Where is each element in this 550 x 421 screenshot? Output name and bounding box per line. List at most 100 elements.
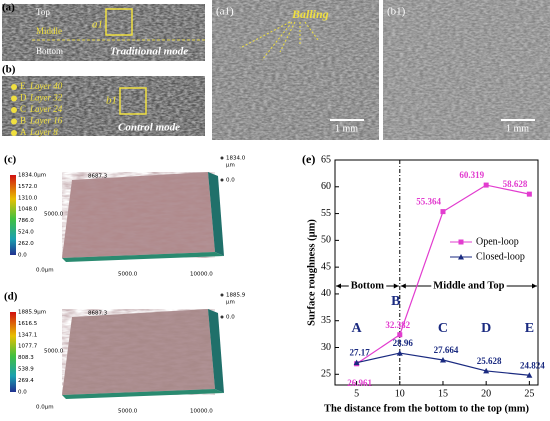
colorbar-label: 0.0 [18,389,27,395]
label: 0.0 [226,178,235,184]
point [396,350,403,356]
label: 0.0μm [36,268,54,274]
label: 5000.0 [44,212,64,218]
label: 8687.3 [88,311,108,317]
label: b1 [106,95,117,107]
label: 5000.0 [44,349,64,355]
colorbar-label: 0.0 [18,252,27,258]
panel-label: (a1) [216,6,234,18]
value-label: 24.824 [520,360,545,370]
label: C [20,104,26,114]
y-axis-label: Surface roughness (μm) [306,219,317,326]
balling-pointers [239,21,319,61]
x-tick-label: 15 [438,388,448,399]
colorbar-label: 1834.0μm [18,173,46,179]
surface-d [10,309,224,399]
value-label: 32.382 [385,320,410,330]
legend-label: Open-loop [476,236,519,247]
y-tick-label: 40 [321,288,331,299]
colorbar-label: 524.0 [18,230,34,236]
label: Control mode [118,122,180,134]
value-label: 27.17 [349,348,370,358]
label: B [20,116,26,126]
colorbar-label: 1048.0 [18,207,38,213]
colorbar-label: 1885.9μm [18,310,46,316]
point [397,332,403,338]
panel-label: (a) [2,2,15,14]
value-label: 28.96 [393,338,414,348]
y-tick-label: 55 [321,208,331,219]
label: μm [226,300,235,306]
label: Traditional mode [110,46,188,58]
legend-label: Closed-loop [476,251,525,262]
x-tick-label: 20 [481,388,491,399]
label: E [20,81,26,91]
surface-c [10,172,224,262]
colorbar-label: 1616.5 [18,321,38,327]
y-tick-label: 30 [321,342,331,353]
point [440,209,446,215]
colorbar-label: 1572.0 [18,184,38,190]
label: 1 mm [506,123,529,134]
colorbar-label: 538.9 [18,367,34,373]
point-label: A [352,321,363,336]
label: Layer 24 [29,104,63,114]
label-bg [431,280,507,292]
point [526,372,533,378]
label: 0.0μm [36,405,54,411]
series-line [356,352,530,376]
region-label: Bottom [351,280,384,291]
photo-texture [212,0,379,140]
region-label: Middle and Top [433,280,504,291]
surface-front [62,252,224,262]
panel-label: (c) [4,154,17,166]
y-tick-label: 45 [321,261,331,272]
point [353,359,360,366]
label: 5000.0 [118,272,138,278]
colorbar-label: 1347.1 [18,332,37,338]
y-tick-label: 25 [321,369,331,380]
label: a1 [92,19,103,31]
label: Layer 16 [29,116,63,126]
axis-dot [220,315,224,319]
point-label: C [438,321,448,336]
colorbar-label: 262.0 [18,241,34,247]
y-tick-label: 35 [321,315,331,326]
value-label: 60.319 [459,170,484,180]
y-tick-label: 60 [321,181,331,192]
surface-side [208,172,224,256]
label: 5000.0 [118,409,138,415]
panel-label: (d) [4,291,18,303]
label: Bottom [36,46,63,56]
colorbar-label: 269.4 [18,378,34,384]
surface-front [62,389,224,399]
label: 10000.0 [190,409,213,415]
colorbar-label: 786.0 [18,218,34,224]
point [483,367,490,374]
panel-label: (b1) [387,6,406,18]
layer-marker [11,118,17,125]
label: μm [226,163,235,169]
value-label: 55.364 [416,197,441,207]
label: Layer 40 [29,81,63,91]
legend-marker [458,239,464,245]
label: 1885.9 [226,293,246,299]
colorbar-label: 808.3 [18,355,34,361]
plot-frame [334,159,539,386]
layer-marker [11,95,17,102]
photo-texture [2,76,205,136]
label: 1834.0 [226,156,246,162]
panel-label: (e) [302,152,315,166]
y-tick-label: 65 [321,154,331,165]
point [483,182,489,188]
label: Top [36,7,50,17]
photo-texture [2,4,205,61]
axis-dot [220,178,224,182]
x-tick-label: 25 [524,388,534,399]
colorbar [10,175,16,255]
label: Layer 32 [29,93,63,103]
value-label: 27.664 [434,345,459,355]
label: 0.0 [226,315,235,321]
label: Layer 8 [29,127,58,137]
